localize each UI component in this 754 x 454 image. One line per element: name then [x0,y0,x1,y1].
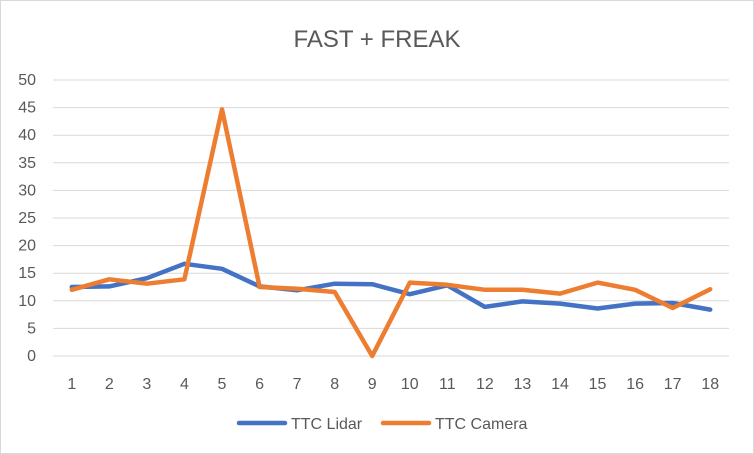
y-tick-label: 10 [18,293,36,310]
gridlines [53,79,729,357]
x-axis-tick-labels: 1 2 3 4 5 6 7 8 9 10 11 12 13 14 15 16 17 18 [67,376,719,393]
y-tick-label: 5 [27,320,36,337]
y-tick-label: 20 [18,238,36,255]
legend: TTC Lidar TTC Camera [236,416,528,433]
x-tick-label: 6 [255,376,264,393]
x-tick-label: 11 [439,376,456,393]
x-tick-label: 4 [180,376,189,393]
y-tick-label: 25 [18,210,36,227]
x-tick-label: 8 [330,376,339,393]
legend-label: TTC Camera [435,416,528,433]
x-tick-label: 9 [368,376,377,393]
series-line-ttc-camera [69,107,713,359]
x-tick-label: 16 [626,376,644,393]
y-axis-tick-labels: 0 5 10 15 20 25 30 35 40 45 50 [18,72,36,365]
x-tick-label: 13 [514,376,532,393]
y-tick-label: 35 [18,155,36,172]
x-tick-label: 1 [67,376,76,393]
x-tick-label: 5 [218,376,227,393]
y-tick-label: 15 [18,265,36,282]
x-tick-label: 7 [293,376,302,393]
x-tick-label: 17 [664,376,682,393]
series-line-ttc-lidar [69,261,713,312]
legend-label: TTC Lidar [291,416,363,433]
y-tick-label: 50 [18,72,36,89]
y-tick-label: 0 [27,348,36,365]
y-tick-label: 30 [18,182,36,199]
y-tick-label: 45 [18,100,36,117]
x-tick-label: 3 [142,376,151,393]
x-tick-label: 18 [701,376,719,393]
series-lines [69,107,713,359]
x-tick-label: 15 [589,376,607,393]
x-tick-label: 10 [401,376,419,393]
x-tick-label: 14 [551,376,569,393]
chart-title: FAST + FREAK [294,26,461,53]
x-tick-label: 2 [105,376,114,393]
y-tick-label: 40 [18,127,36,144]
x-tick-label: 12 [476,376,494,393]
